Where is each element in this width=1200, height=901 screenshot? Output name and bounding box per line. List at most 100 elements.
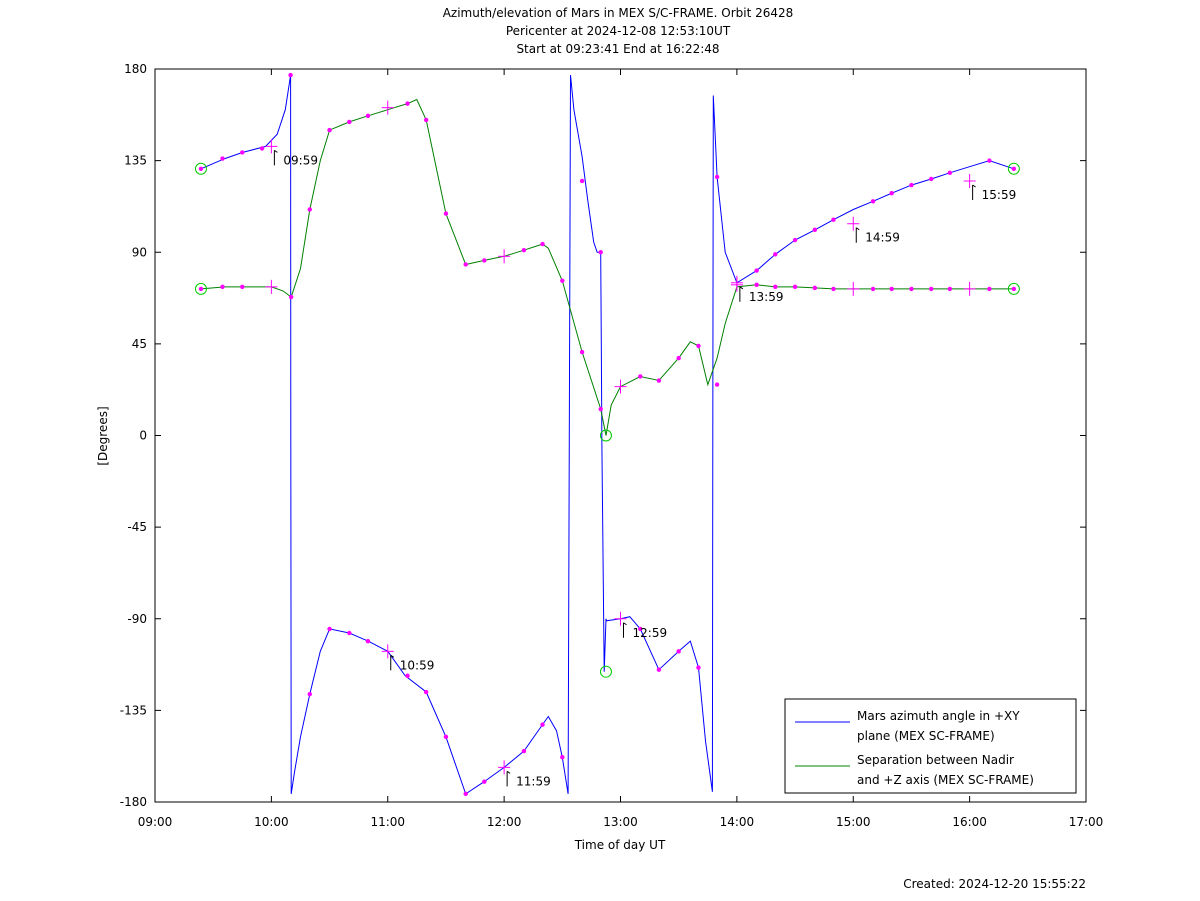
y-tick-label: 0	[139, 429, 147, 443]
separation-marker	[521, 248, 527, 253]
time-annotation-label: 15:59	[982, 188, 1017, 202]
time-annotation: 11:59	[506, 770, 551, 788]
separation-marker	[540, 241, 545, 247]
azimuth-marker	[656, 667, 662, 672]
y-tick-label: -45	[127, 520, 147, 534]
time-annotations: 09:59 10:59 11:59 12:59 13:59 14:59 15:59	[273, 149, 1017, 788]
azimuth-marker	[638, 626, 643, 632]
azimuth-marker	[792, 237, 798, 243]
y-tick-label: 180	[124, 62, 147, 76]
separation-marker	[288, 294, 294, 300]
azimuth-marker	[696, 665, 701, 670]
y-axis-label: [Degrees]	[96, 406, 110, 465]
y-tick-label: 90	[132, 245, 147, 259]
separation-marker	[909, 286, 914, 292]
annotation-leader	[739, 286, 744, 290]
legend: Mars azimuth angle in +XY plane (MEX SC-…	[784, 698, 1077, 794]
azimuth-marker	[773, 252, 778, 257]
separation-marker	[405, 101, 410, 106]
azimuth-marker	[754, 268, 759, 273]
x-axis-label: Time of day UT	[574, 838, 666, 852]
azimuth-marker	[443, 734, 449, 740]
separation-marker	[714, 382, 720, 387]
azimuth-marker	[831, 217, 836, 222]
legend-label-azimuth-1: Mars azimuth angle in +XY	[857, 709, 1020, 723]
x-tick-label: 16:00	[952, 815, 987, 829]
separation-marker	[638, 374, 643, 379]
endpoint-circles	[194, 162, 1020, 678]
x-tick-label: 15:00	[836, 815, 871, 829]
azimuth-marker	[987, 158, 992, 163]
separation-marker	[220, 284, 225, 290]
separation-marker	[365, 113, 371, 119]
x-tick-label: 09:00	[138, 815, 173, 829]
time-annotation: 12:59	[623, 622, 668, 640]
separation-marker	[773, 284, 778, 290]
x-tick-label: 12:00	[487, 815, 522, 829]
time-annotation-label: 14:59	[865, 231, 900, 245]
separation-marker	[696, 343, 701, 349]
chart-title: Azimuth/elevation of Mars in MEX S/C-FRA…	[443, 6, 794, 56]
x-tick-label: 13:00	[603, 815, 638, 829]
azimuth-marker	[889, 191, 894, 196]
annotation-leader	[972, 184, 976, 188]
azimuth-marker	[347, 630, 352, 636]
time-annotation-label: 11:59	[516, 774, 551, 788]
azimuth-marker	[714, 174, 720, 180]
time-annotation-label: 09:59	[283, 153, 318, 167]
y-tick-label: 45	[132, 337, 147, 351]
azimuth-marker	[676, 649, 681, 654]
annotation-leader	[390, 654, 395, 658]
separation-marker	[754, 282, 759, 288]
title-line-3: Start at 09:23:41 End at 16:22:48	[516, 42, 719, 56]
azimuth-marker	[521, 748, 527, 754]
time-annotation: 15:59	[972, 184, 1017, 202]
endpoint-circle	[599, 429, 612, 442]
separation-marker	[482, 258, 487, 263]
azimuth-marker	[482, 779, 487, 784]
separation-marker	[579, 349, 585, 355]
separation-marker	[812, 285, 818, 291]
azimuth-marker	[540, 722, 545, 727]
series-lines	[200, 75, 1014, 795]
separation-marker	[307, 207, 312, 212]
azimuth-line	[200, 75, 1014, 795]
separation-marker	[1011, 286, 1017, 292]
azimuth-marker	[405, 673, 410, 678]
annotation-leader	[623, 622, 627, 626]
azimuth-marker	[240, 150, 245, 155]
separation-marker	[831, 286, 836, 292]
separation-marker	[347, 119, 352, 125]
title-line-2: Pericenter at 2024-12-08 12:53:10UT	[506, 24, 731, 38]
separation-marker	[463, 262, 468, 267]
azimuth-marker	[307, 691, 312, 697]
endpoint-circle	[599, 665, 612, 678]
azimuth-marker	[463, 791, 468, 797]
time-annotation: 09:59	[273, 149, 318, 167]
y-tick-labels: 180 135 90 45 0 -45 -90 -135 -180	[120, 62, 147, 809]
separation-marker	[240, 284, 245, 290]
azimuth-marker	[423, 689, 429, 695]
x-tick-label: 14:00	[720, 815, 755, 829]
azimuth-marker	[1011, 166, 1017, 171]
separation-marker	[560, 278, 565, 283]
y-tick-label: 135	[124, 154, 147, 168]
time-annotation-label: 12:59	[633, 626, 668, 640]
y-tick-label: -90	[127, 612, 147, 626]
legend-label-azimuth-2: plane (MEX SC-FRAME)	[857, 729, 995, 743]
azimuth-marker	[220, 156, 225, 161]
separation-marker	[327, 127, 332, 133]
azimuth-marker	[909, 182, 914, 188]
separation-marker	[198, 286, 204, 292]
azimuth-marker	[947, 170, 953, 176]
time-annotation: 13:59	[739, 286, 784, 304]
x-tick-label: 17:00	[1069, 815, 1104, 829]
x-tick-label: 10:00	[254, 815, 289, 829]
separation-marker	[598, 406, 603, 412]
annotation-leader	[274, 149, 278, 153]
time-annotation-label: 13:59	[749, 290, 784, 304]
separation-marker	[987, 286, 992, 292]
azimuth-marker	[870, 199, 876, 204]
endpoint-circle	[1007, 162, 1020, 175]
